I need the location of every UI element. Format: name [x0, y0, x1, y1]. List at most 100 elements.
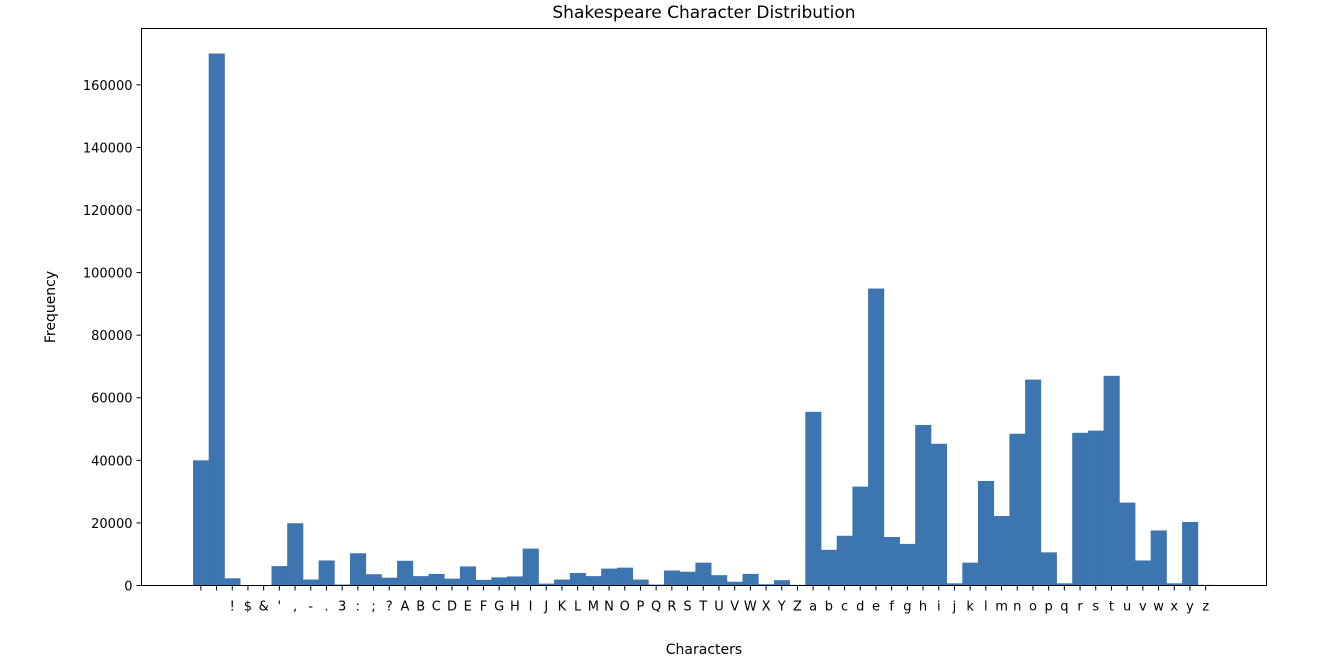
bar-49	[962, 562, 979, 586]
x-tick-label-38: Z	[793, 600, 802, 615]
bar-28	[632, 579, 649, 586]
y-tick-label-2: 40000	[91, 454, 132, 469]
bar-27	[616, 567, 633, 586]
bar-39	[805, 411, 822, 586]
bar-40	[821, 549, 838, 586]
bar-53	[1025, 379, 1042, 586]
bar-61	[1150, 530, 1167, 586]
x-tick-label-60: v	[1139, 600, 1147, 615]
x-tick-label-23: K	[558, 600, 567, 615]
bar-24	[569, 572, 586, 586]
bar-55	[1056, 583, 1073, 586]
x-tick-label-15: C	[432, 600, 441, 615]
bar-50	[978, 480, 995, 586]
bar-22	[538, 583, 555, 586]
bar-60	[1135, 560, 1152, 586]
x-tick-label-47: i	[937, 600, 941, 615]
x-tick-label-59: u	[1123, 600, 1131, 615]
bar-41	[836, 535, 853, 586]
x-tick-label-28: P	[637, 600, 645, 615]
x-tick-label-50: l	[984, 600, 988, 615]
x-tick-label-9: 3	[338, 600, 346, 615]
x-tick-label-6: ,	[293, 600, 297, 615]
bar-46	[915, 424, 932, 586]
bar-8	[318, 560, 335, 586]
x-tick-label-52: n	[1013, 600, 1021, 615]
x-tick-label-51: m	[995, 600, 1008, 615]
x-tick-label-33: U	[714, 600, 724, 615]
bar-57	[1087, 430, 1104, 586]
bar-45	[899, 543, 916, 586]
x-tick-label-19: G	[494, 600, 504, 615]
bar-14	[412, 576, 429, 586]
x-tick-label-20: H	[510, 600, 520, 615]
x-tick-label-3: $	[244, 600, 252, 615]
x-tick-label-42: d	[856, 600, 864, 615]
bar-58	[1103, 375, 1120, 586]
x-tick-label-24: L	[574, 600, 582, 615]
x-tick-label-43: e	[872, 600, 880, 615]
x-tick-label-2: !	[230, 600, 235, 615]
bar-34	[726, 581, 743, 586]
x-tick-label-29: Q	[651, 600, 661, 615]
bar-42	[852, 486, 869, 586]
x-tick-label-12: ?	[386, 600, 393, 615]
x-tick-label-13: A	[400, 600, 409, 615]
bar-32	[695, 562, 712, 586]
x-tick-label-63: y	[1186, 600, 1194, 615]
y-tick-label-6: 120000	[83, 204, 133, 219]
bar-54	[1040, 552, 1057, 586]
bar-33	[711, 575, 728, 586]
bar-10	[350, 553, 367, 586]
bar-37	[773, 580, 790, 586]
bar-35	[742, 573, 759, 586]
bar-23	[554, 579, 571, 586]
bar-0	[193, 460, 210, 586]
plot-frame	[141, 28, 1267, 586]
x-tick-label-62: x	[1170, 600, 1178, 615]
y-tick-label-0: 0	[124, 580, 132, 595]
x-tick-label-39: a	[809, 600, 817, 615]
bar-43	[868, 288, 885, 586]
x-tick-label-44: f	[889, 600, 894, 615]
bar-20	[507, 576, 524, 586]
x-tick-label-48: j	[952, 600, 957, 615]
y-tick-label-7: 140000	[83, 141, 133, 156]
x-tick-label-37: Y	[777, 600, 786, 615]
bar-1	[208, 53, 225, 586]
x-tick-label-49: k	[966, 600, 974, 615]
x-tick-label-10: :	[356, 600, 360, 615]
x-tick-label-14: B	[416, 600, 425, 615]
x-tick-label-30: R	[667, 600, 676, 615]
bar-17	[459, 566, 476, 586]
x-tick-label-16: D	[447, 600, 457, 615]
x-tick-label-36: X	[762, 600, 771, 615]
x-tick-label-8: .	[324, 600, 328, 615]
bar-36	[758, 584, 775, 586]
x-tick-label-21: I	[529, 600, 533, 615]
bar-15	[428, 573, 445, 586]
x-axis-label: Characters	[666, 642, 742, 658]
bar-62	[1166, 583, 1183, 586]
x-tick-label-41: c	[841, 600, 848, 615]
x-tick-label-27: O	[620, 600, 630, 615]
y-tick-label-5: 100000	[83, 267, 133, 282]
bar-44	[883, 537, 900, 586]
y-tick-label-3: 60000	[91, 392, 132, 407]
y-axis: 0 20000 40000 60000 80000 100000 120000 140000 1…	[83, 79, 142, 595]
x-tick-label-45: g	[903, 600, 911, 615]
x-tick-label-46: h	[919, 600, 927, 615]
x-tick-label-40: b	[825, 600, 833, 615]
y-tick-label-4: 80000	[91, 329, 132, 344]
bar-51	[993, 516, 1010, 586]
x-tick-label-53: o	[1029, 600, 1037, 615]
x-tick-label-17: E	[464, 600, 472, 615]
bar-25	[585, 576, 602, 586]
x-tick-label-18: F	[480, 600, 487, 615]
x-tick-label-5: '	[278, 600, 282, 615]
bar-48	[946, 583, 963, 586]
y-tick-label-8: 160000	[83, 79, 133, 94]
x-tick-label-54: p	[1045, 600, 1053, 615]
